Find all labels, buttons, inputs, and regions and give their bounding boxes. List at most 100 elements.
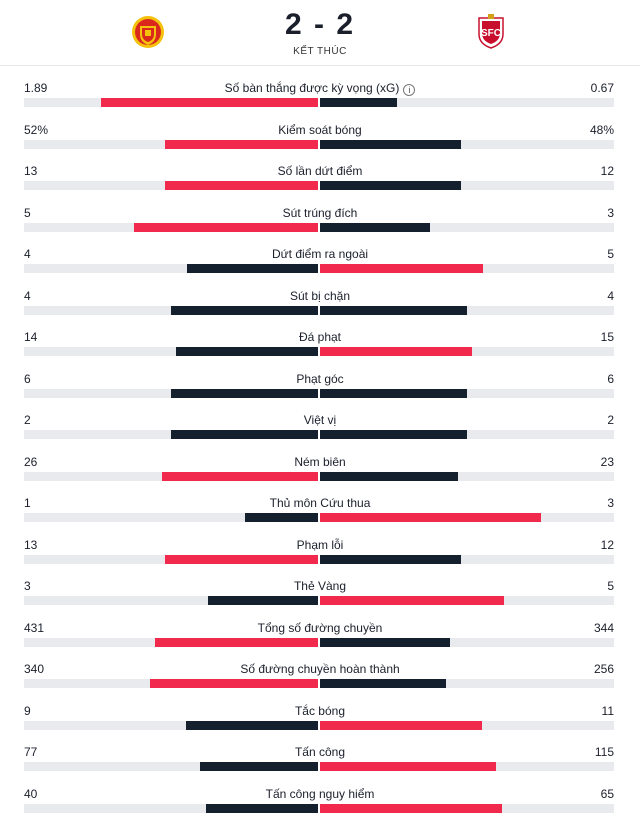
home-stat-track: [24, 430, 318, 439]
away-stat-track: [320, 762, 614, 771]
home-stat-track: [24, 803, 318, 813]
home-stat-bar: [207, 596, 318, 605]
away-stat-track: [320, 720, 614, 730]
match-header: 2 - 2 KẾT THÚC SFC: [0, 0, 640, 66]
stat-label-text: Phạm lỗi: [296, 537, 344, 552]
home-stat-track: [24, 679, 318, 688]
stat-label: Thủ môn Cứu thua: [0, 496, 640, 510]
home-stat-bar: [200, 762, 318, 771]
stat-row: 4 Sút bị chặn 4: [0, 274, 640, 316]
stat-label: Phạt góc: [0, 372, 640, 386]
away-stat-value: 11: [601, 703, 614, 718]
away-stat-bar: [320, 222, 431, 232]
away-stat-bar: [320, 139, 462, 149]
home-stat-value: 2: [24, 413, 31, 427]
home-stat-bar: [171, 388, 318, 398]
away-stat-bar: [320, 347, 473, 356]
away-stat-track: [320, 264, 614, 273]
away-stat-bar: [320, 803, 502, 813]
stat-label-text: Dứt điểm ra ngoài: [271, 247, 369, 261]
stat-row: 340 Số đường chuyền hoàn thành 256: [0, 647, 640, 689]
stat-label: Số bàn thắng được kỳ vọng (xG) i: [0, 81, 640, 96]
stat-label: Tắc bóng: [0, 704, 640, 718]
stat-label: Phạm lỗi: [0, 538, 640, 552]
away-stat-value: 12: [600, 537, 614, 552]
home-stat-value: 77: [24, 745, 38, 759]
home-stat-bar: [187, 264, 318, 273]
stat-label: Đá phạt: [0, 330, 640, 344]
stat-label-text: Sút trúng đích: [282, 205, 358, 220]
stat-label-text: Tấn công nguy hiểm: [265, 786, 375, 801]
home-stat-track: [24, 637, 318, 647]
away-stat-bar: [320, 430, 467, 439]
stat-label: Sút bị chặn: [0, 289, 640, 303]
away-stat-track: [320, 679, 614, 688]
home-stat-track: [24, 222, 318, 232]
stat-row: 1 Thủ môn Cứu thua 3: [0, 481, 640, 523]
away-stat-value: 115: [594, 745, 614, 759]
home-stat-bar: [244, 513, 318, 522]
stat-row: 9 Tắc bóng 11: [0, 689, 640, 731]
home-stat-value: 26: [24, 454, 38, 469]
home-stat-track: [24, 471, 318, 481]
home-stat-track: [24, 554, 318, 564]
home-stat-track: [24, 596, 318, 605]
away-stat-track: [320, 305, 614, 315]
home-stat-track: [24, 347, 318, 356]
stat-label-text: Sút bị chặn: [289, 288, 351, 303]
home-stat-value: 13: [24, 537, 38, 552]
home-stat-track: [24, 388, 318, 398]
info-icon[interactable]: i: [403, 84, 416, 96]
stat-label-text: Việt vị: [303, 413, 337, 427]
stat-row: 6 Phạt góc 6: [0, 357, 640, 399]
home-stat-bar: [185, 720, 318, 730]
home-stat-value: 40: [24, 786, 38, 801]
away-stat-value: 5: [607, 579, 614, 593]
stat-label: Tấn công: [0, 745, 640, 759]
away-stat-value: 15: [600, 330, 614, 344]
away-stat-track: [320, 347, 614, 356]
home-stat-value: 13: [24, 164, 38, 178]
home-stat-value: 340: [24, 662, 45, 676]
manchester-united-crest-icon[interactable]: [128, 12, 168, 52]
stat-row: 13 Phạm lỗi 12: [0, 523, 640, 565]
home-stat-value: 1: [24, 496, 31, 510]
stat-row: 77 Tấn công 115: [0, 730, 640, 772]
home-stat-track: [24, 264, 318, 273]
stat-label: Ném biên: [0, 455, 640, 469]
away-stat-bar: [320, 720, 482, 730]
home-stat-bar: [171, 430, 318, 439]
home-stat-bar: [162, 471, 318, 481]
stat-label-text: Đá phạt: [298, 330, 342, 344]
home-stat-bar: [100, 98, 318, 107]
away-stat-track: [320, 139, 614, 149]
stat-row: 52% Kiểm soát bóng 48%: [0, 108, 640, 150]
stat-row: 1.89 Số bàn thắng được kỳ vọng (xG) i 0.67: [0, 66, 640, 108]
stat-row: 3 Thẻ Vàng 5: [0, 564, 640, 606]
stat-row: 5 Sút trúng đích 3: [0, 191, 640, 233]
away-stat-bar: [320, 637, 451, 647]
stat-row: 431 Tổng số đường chuyền 344: [0, 606, 640, 648]
home-stat-track: [24, 305, 318, 315]
away-stat-value: 344: [593, 620, 614, 635]
home-stat-bar: [150, 679, 318, 688]
stat-row: 2 Việt vị 2: [0, 398, 640, 440]
away-stat-track: [320, 554, 614, 564]
home-stat-bar: [134, 222, 318, 232]
away-stat-bar: [320, 513, 541, 522]
away-stat-value: 3: [607, 496, 614, 510]
away-stat-bar: [320, 264, 484, 273]
home-stat-value: 14: [24, 330, 38, 344]
stat-label: Sút trúng đích: [0, 206, 640, 220]
home-stat-track: [24, 762, 318, 771]
sevilla-crest-icon[interactable]: SFC: [471, 12, 511, 52]
away-stat-track: [320, 637, 614, 647]
home-stat-track: [24, 513, 318, 522]
home-stat-bar: [165, 181, 318, 190]
away-stat-track: [320, 803, 614, 813]
away-stat-track: [320, 222, 614, 232]
away-stat-value: 0.67: [590, 81, 614, 95]
home-stat-value: 6: [24, 371, 31, 386]
away-stat-value: 12: [600, 164, 614, 178]
home-stat-value: 4: [24, 247, 31, 261]
